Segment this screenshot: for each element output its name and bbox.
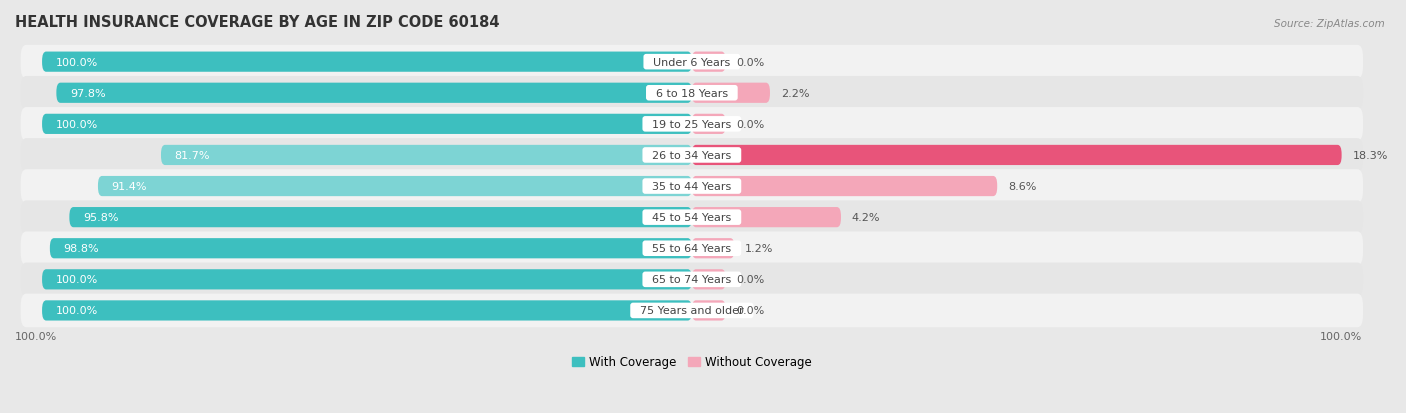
Text: 100.0%: 100.0%: [56, 119, 98, 130]
Text: Under 6 Years: Under 6 Years: [647, 57, 738, 67]
Text: 19 to 25 Years: 19 to 25 Years: [645, 119, 738, 130]
Text: 65 to 74 Years: 65 to 74 Years: [645, 275, 738, 285]
Text: 100.0%: 100.0%: [15, 331, 58, 341]
FancyBboxPatch shape: [21, 108, 1362, 141]
Text: 0.0%: 0.0%: [737, 119, 765, 130]
Text: 26 to 34 Years: 26 to 34 Years: [645, 151, 738, 161]
Text: 1.2%: 1.2%: [745, 244, 773, 254]
FancyBboxPatch shape: [21, 232, 1362, 266]
Text: 8.6%: 8.6%: [1008, 182, 1036, 192]
Text: 55 to 64 Years: 55 to 64 Years: [645, 244, 738, 254]
FancyBboxPatch shape: [692, 176, 997, 197]
FancyBboxPatch shape: [56, 83, 692, 104]
Text: 95.8%: 95.8%: [83, 213, 118, 223]
FancyBboxPatch shape: [98, 176, 692, 197]
Text: 6 to 18 Years: 6 to 18 Years: [648, 88, 735, 99]
FancyBboxPatch shape: [692, 52, 725, 73]
FancyBboxPatch shape: [21, 170, 1362, 203]
FancyBboxPatch shape: [21, 77, 1362, 110]
Legend: With Coverage, Without Coverage: With Coverage, Without Coverage: [568, 351, 815, 373]
Text: 81.7%: 81.7%: [174, 151, 209, 161]
FancyBboxPatch shape: [42, 114, 692, 135]
FancyBboxPatch shape: [42, 301, 692, 321]
Text: 0.0%: 0.0%: [737, 275, 765, 285]
FancyBboxPatch shape: [160, 145, 692, 166]
FancyBboxPatch shape: [692, 301, 725, 321]
FancyBboxPatch shape: [692, 270, 725, 290]
Text: 75 Years and older: 75 Years and older: [633, 306, 751, 316]
Text: 100.0%: 100.0%: [56, 306, 98, 316]
Text: 100.0%: 100.0%: [56, 275, 98, 285]
Text: 0.0%: 0.0%: [737, 306, 765, 316]
Text: 100.0%: 100.0%: [56, 57, 98, 67]
Text: 35 to 44 Years: 35 to 44 Years: [645, 182, 738, 192]
FancyBboxPatch shape: [692, 239, 734, 259]
FancyBboxPatch shape: [692, 145, 1341, 166]
Text: Source: ZipAtlas.com: Source: ZipAtlas.com: [1274, 19, 1385, 28]
FancyBboxPatch shape: [692, 207, 841, 228]
FancyBboxPatch shape: [49, 239, 692, 259]
Text: 98.8%: 98.8%: [63, 244, 98, 254]
Text: 100.0%: 100.0%: [1320, 331, 1362, 341]
Text: 0.0%: 0.0%: [737, 57, 765, 67]
Text: 91.4%: 91.4%: [111, 182, 148, 192]
Text: 4.2%: 4.2%: [852, 213, 880, 223]
FancyBboxPatch shape: [692, 83, 770, 104]
FancyBboxPatch shape: [21, 294, 1362, 328]
Text: 2.2%: 2.2%: [780, 88, 810, 99]
FancyBboxPatch shape: [21, 139, 1362, 172]
FancyBboxPatch shape: [21, 263, 1362, 297]
FancyBboxPatch shape: [42, 270, 692, 290]
Text: 97.8%: 97.8%: [70, 88, 105, 99]
FancyBboxPatch shape: [21, 46, 1362, 79]
Text: 18.3%: 18.3%: [1353, 151, 1388, 161]
Text: 45 to 54 Years: 45 to 54 Years: [645, 213, 738, 223]
Text: HEALTH INSURANCE COVERAGE BY AGE IN ZIP CODE 60184: HEALTH INSURANCE COVERAGE BY AGE IN ZIP …: [15, 15, 499, 30]
FancyBboxPatch shape: [692, 114, 725, 135]
FancyBboxPatch shape: [42, 52, 692, 73]
FancyBboxPatch shape: [69, 207, 692, 228]
FancyBboxPatch shape: [21, 201, 1362, 234]
